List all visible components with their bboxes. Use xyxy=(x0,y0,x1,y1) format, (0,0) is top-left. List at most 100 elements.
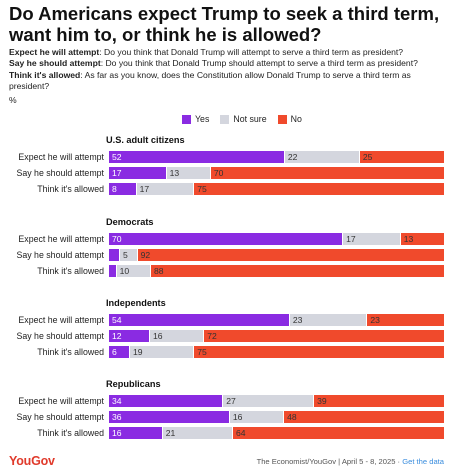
data-label: 17 xyxy=(139,184,150,194)
data-label: 5 xyxy=(122,250,128,260)
bar-segment-yes: 54 xyxy=(109,314,289,326)
segment-gap xyxy=(366,314,368,326)
data-label: 75 xyxy=(197,184,207,194)
data-label: 10 xyxy=(119,266,130,276)
bar-segment-not-sure: 10 xyxy=(116,265,150,277)
group-title: U.S. adult citizens xyxy=(106,135,185,145)
row-label: Say he should attempt xyxy=(16,250,104,260)
bar-segment-not-sure: 13 xyxy=(166,167,210,179)
bar-segment-not-sure: 17 xyxy=(343,233,400,245)
data-label: 12 xyxy=(112,331,122,341)
segment-gap xyxy=(128,346,130,358)
segment-gap xyxy=(399,233,401,245)
question-definition: Say he should attempt: Do you think that… xyxy=(9,58,445,69)
bar-segment-yes: 12 xyxy=(109,330,149,342)
question-name: Say he should attempt xyxy=(9,58,101,69)
bar-segment-yes: 8 xyxy=(109,183,136,195)
bar-segment-no: 48 xyxy=(284,411,444,423)
segment-gap xyxy=(222,395,224,407)
group-title: Republicans xyxy=(106,379,161,389)
stacked-bar: 17 13 70 xyxy=(109,167,444,179)
segment-gap xyxy=(161,427,163,439)
group-title: Democrats xyxy=(106,217,154,227)
bar-segment-yes: 52 xyxy=(109,151,284,163)
data-label: 34 xyxy=(112,396,122,406)
segment-gap xyxy=(228,411,230,423)
bar-segment-no: 25 xyxy=(359,151,444,163)
data-label: 75 xyxy=(197,347,207,357)
segment-gap xyxy=(358,151,360,163)
bar-segment-yes xyxy=(109,265,116,277)
question-text: : Do you think that Donald Trump will at… xyxy=(99,47,404,57)
bar-segment-no: 70 xyxy=(210,167,444,179)
segment-gap xyxy=(193,183,195,195)
segment-gap xyxy=(283,151,285,163)
bar-segment-not-sure: 19 xyxy=(129,346,194,358)
segment-gap xyxy=(203,330,205,342)
row-label: Expect he will attempt xyxy=(18,396,104,406)
stacked-bar: 6 19 75 xyxy=(109,346,444,358)
data-label: 52 xyxy=(112,152,122,162)
segment-gap xyxy=(283,411,285,423)
legend-label-not-sure: Not sure xyxy=(233,114,267,124)
question-name: Expect he will attempt xyxy=(9,47,100,57)
question-definitions: Expect he will attempt: Do you think tha… xyxy=(9,47,445,93)
segment-gap xyxy=(149,265,151,277)
data-label: 39 xyxy=(317,396,327,406)
segment-gap xyxy=(288,314,290,326)
source-note: The Economist/YouGov | April 5 - 8, 2025… xyxy=(257,457,444,466)
segment-gap xyxy=(148,330,150,342)
stacked-bar: 12 16 72 xyxy=(109,330,444,342)
data-label: 19 xyxy=(132,347,143,357)
bar-segment-no: 13 xyxy=(400,233,444,245)
stacked-bar: 16 21 64 xyxy=(109,427,444,439)
data-label: 13 xyxy=(169,168,180,178)
bar-segment-yes: 17 xyxy=(109,167,166,179)
data-label: 88 xyxy=(153,266,164,276)
question-text: : Do you think that Donald Trump should … xyxy=(100,58,418,69)
stacked-bar: 8 17 75 xyxy=(109,183,444,195)
data-label: 17 xyxy=(346,234,356,244)
row-label: Say he should attempt xyxy=(16,412,104,422)
row-label: Think it's allowed xyxy=(37,184,104,194)
yougov-logo: YouGov xyxy=(9,454,55,468)
stacked-bar: 36 16 48 xyxy=(109,411,444,423)
bar-segment-no: 72 xyxy=(204,330,444,342)
row-label: Expect he will attempt xyxy=(18,152,104,162)
legend-label-yes: Yes xyxy=(195,114,210,124)
legend-swatch-not-sure xyxy=(220,114,230,124)
legend-item-not-sure: Not sure xyxy=(220,114,267,124)
bar-segment-no: 64 xyxy=(232,427,444,439)
segment-gap xyxy=(193,346,195,358)
bar-segment-yes: 70 xyxy=(109,233,343,245)
stacked-bar: 52 22 25 xyxy=(109,151,444,163)
segment-gap xyxy=(165,167,167,179)
unit-label: % xyxy=(9,95,17,105)
question-definition: Expect he will attempt: Do you think tha… xyxy=(9,47,445,58)
data-label: 6 xyxy=(112,347,117,357)
row-label: Expect he will attempt xyxy=(18,315,104,325)
question-name: Think it's allowed xyxy=(9,69,81,80)
bar-segment-not-sure: 21 xyxy=(162,427,232,439)
data-label: 21 xyxy=(165,428,176,438)
bar-segment-not-sure: 27 xyxy=(223,395,314,407)
data-label: 92 xyxy=(140,250,151,260)
bar-segment-not-sure: 5 xyxy=(119,249,137,261)
get-the-data-link[interactable]: Get the data xyxy=(402,457,444,466)
legend: Yes Not sure No xyxy=(182,114,313,124)
data-label: 25 xyxy=(362,152,373,162)
data-label: 16 xyxy=(152,331,163,341)
row-label: Say he should attempt xyxy=(16,331,104,341)
stacked-bar: 10 88 xyxy=(109,265,444,277)
data-label: 70 xyxy=(112,234,122,244)
data-label: 23 xyxy=(370,315,380,325)
legend-swatch-no xyxy=(277,114,287,124)
question-text: : As far as you know, does the Constitut… xyxy=(9,69,411,92)
stacked-bar: 5 92 xyxy=(109,249,444,261)
segment-gap xyxy=(118,249,120,261)
source-text: The Economist/YouGov | April 5 - 8, 2025… xyxy=(256,457,403,466)
segment-gap xyxy=(231,427,233,439)
data-label: 22 xyxy=(287,152,298,162)
segment-gap xyxy=(342,233,344,245)
legend-label-no: No xyxy=(290,114,302,124)
